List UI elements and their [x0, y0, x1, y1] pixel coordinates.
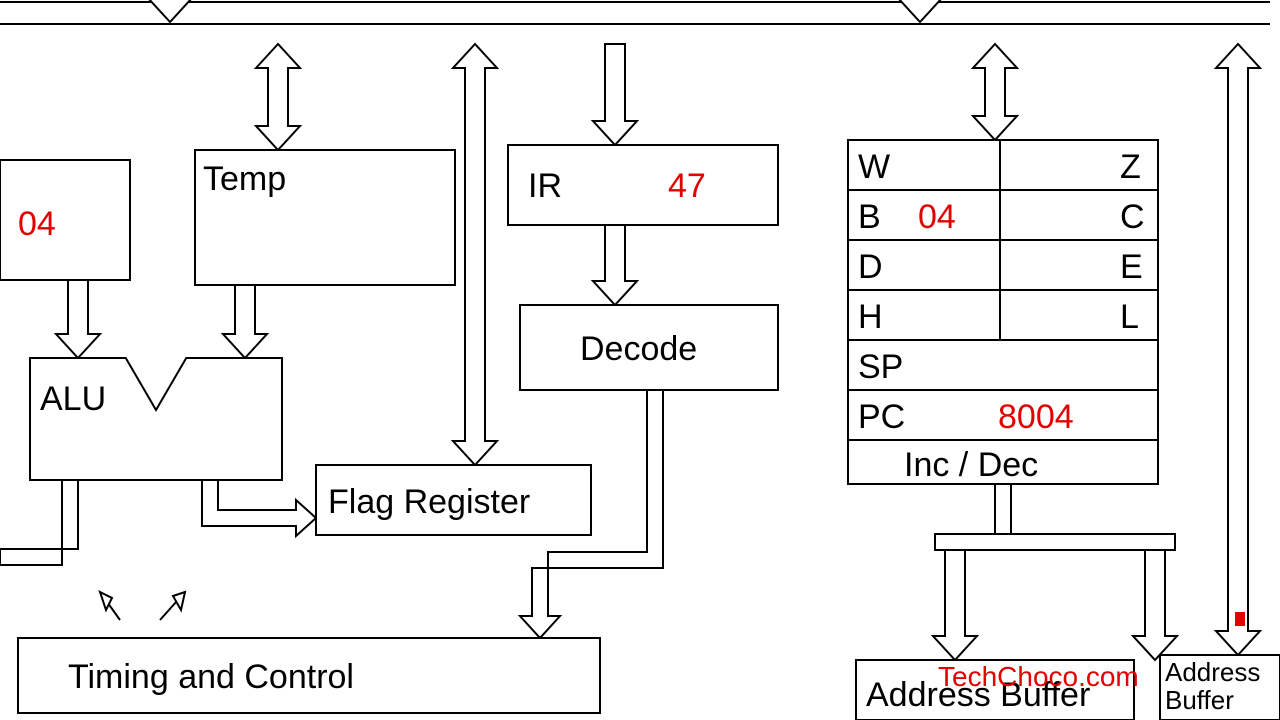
reg-L: L	[1120, 298, 1139, 336]
address-buffer2-l2: Buffer	[1165, 685, 1234, 715]
acc-alu-arrow	[56, 280, 100, 358]
bus-in-arrow-0	[148, 0, 192, 22]
cursor-marker	[1235, 612, 1245, 626]
bus-in-arrow-1	[898, 0, 942, 22]
reg-B-val: 04	[918, 198, 956, 236]
reg-H: H	[858, 298, 883, 336]
regfile-bus-arrow	[973, 44, 1017, 140]
watermark: TechChoco.com	[938, 661, 1139, 692]
reg-addrbuf-arrow-r	[1133, 550, 1177, 660]
timing-control-label: Timing and Control	[68, 658, 354, 696]
ir-bus-arrow	[593, 44, 637, 145]
reg-PC: PC	[858, 398, 905, 436]
ir-value: 47	[668, 167, 706, 205]
alu-flag-arrow	[202, 480, 316, 536]
reg-E: E	[1120, 248, 1143, 286]
inc-dec-label: Inc / Dec	[904, 446, 1038, 484]
temp-alu-arrow	[223, 285, 267, 358]
reg-B: B	[858, 198, 881, 236]
ir-label: IR	[528, 167, 562, 205]
decode-label: Decode	[580, 330, 697, 368]
reg-PC-val: 8004	[998, 398, 1074, 436]
alu-box	[30, 358, 282, 480]
temp-label: Temp	[203, 160, 286, 198]
address-buffer2-l1: Address	[1165, 657, 1260, 687]
reg-D: D	[858, 248, 883, 286]
reg-addrbuf-arrow-l	[933, 550, 977, 660]
addr-bus-arrow	[1216, 44, 1260, 655]
ir-decode-arrow	[593, 225, 637, 305]
reg-C: C	[1120, 198, 1145, 236]
alu-label: ALU	[40, 380, 106, 418]
temp-bus-arrow	[256, 44, 300, 150]
reg-split-bar	[935, 534, 1175, 550]
flag-bus-arrow	[453, 44, 497, 465]
reg-Z: Z	[1120, 148, 1141, 186]
flag-register-label: Flag Register	[328, 483, 530, 521]
accumulator-value: 04	[18, 205, 56, 243]
tc-arrow-r	[173, 592, 185, 610]
reg-down-shaft	[995, 484, 1011, 534]
reg-SP: SP	[858, 348, 903, 386]
reg-W: W	[858, 148, 890, 186]
alu-out-arrow	[0, 480, 78, 565]
